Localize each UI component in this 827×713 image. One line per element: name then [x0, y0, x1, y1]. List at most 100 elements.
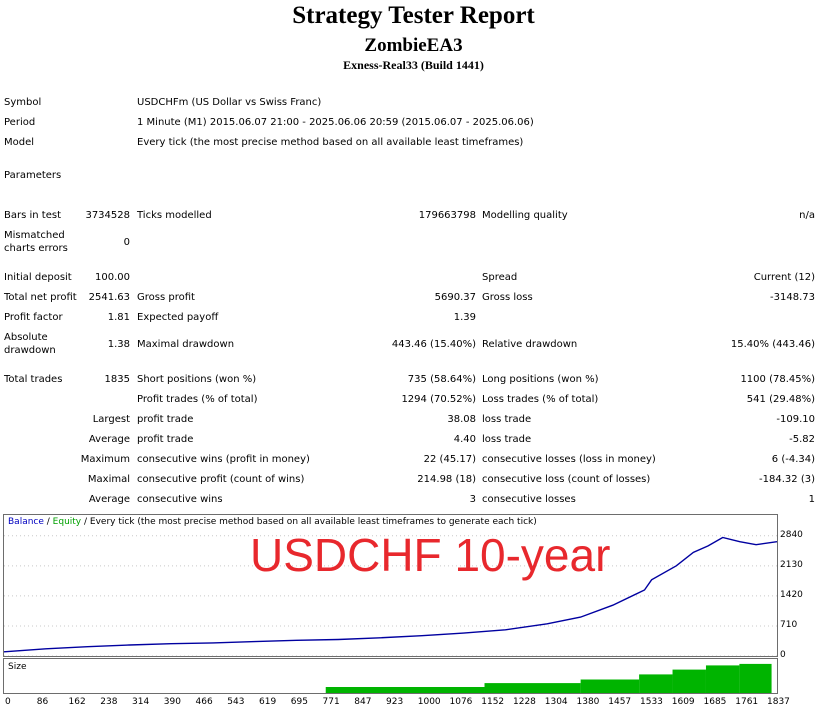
long-label: Long positions (won %): [482, 374, 599, 385]
size-chart: [3, 658, 778, 694]
mismatch-value: 0: [123, 237, 130, 248]
maximum-label: Maximum: [80, 454, 130, 465]
y-tick-label: 710: [780, 619, 798, 630]
size-label: Size: [8, 662, 27, 672]
x-tick-label: 0: [5, 697, 11, 707]
x-tick-label: 1609: [671, 697, 695, 707]
quality-value: n/a: [799, 210, 815, 221]
build-info: Exness-Real33 (Build 1441): [343, 58, 484, 72]
netprofit-label: Total net profit: [4, 292, 77, 303]
model-label: Model: [4, 137, 35, 148]
x-tick-label: 1304: [544, 697, 568, 707]
largest-label: Largest: [92, 414, 130, 425]
mcl-value: 6 (-4.34): [771, 454, 815, 465]
long-value: 1100 (78.45%): [740, 374, 815, 385]
acw-label: consecutive wins: [137, 494, 223, 505]
mcloss-value: -184.32 (3): [759, 474, 815, 485]
deposit-label: Initial deposit: [4, 272, 72, 283]
average2-label: Average: [88, 494, 130, 505]
mcp-label: consecutive profit (count of wins): [137, 474, 305, 485]
x-tick-label: 1837: [767, 697, 790, 707]
period-value: 1 Minute (M1) 2015.06.07 21:00 - 2025.06…: [137, 117, 534, 128]
x-tick-label: 1000: [417, 697, 441, 707]
payoff-value: 1.39: [453, 312, 476, 323]
size-bar: [639, 674, 673, 693]
ticks-label: Ticks modelled: [137, 210, 212, 221]
ticks-value: 179663798: [418, 210, 476, 221]
x-tick-label: 162: [68, 697, 86, 707]
x-tick-label: 1533: [640, 697, 663, 707]
ll-value: -109.10: [776, 414, 815, 425]
y-tick-label: 2840: [780, 529, 803, 540]
spread-value: Current (12): [753, 272, 815, 283]
trades-label: Total trades: [4, 374, 63, 385]
al-value: -5.82: [789, 434, 815, 445]
x-tick-label: 1685: [703, 697, 727, 707]
maximal-label: Maximal: [87, 474, 130, 485]
x-tick-label: 466: [195, 697, 213, 707]
chart-legend: Balance / Equity / Every tick (the most …: [8, 517, 537, 527]
short-value: 735 (58.64%): [407, 374, 476, 385]
ptrades-value: 1294 (70.52%): [401, 394, 476, 405]
x-tick-label: 619: [259, 697, 277, 707]
legend-sep: /: [43, 517, 53, 527]
legend-equity: Equity: [52, 517, 82, 527]
x-tick-label: 771: [322, 697, 340, 707]
mcl-label: consecutive losses (loss in money): [482, 454, 656, 465]
legend-rest: / Every tick (the most precise method ba…: [81, 517, 537, 527]
x-tick-label: 695: [290, 697, 308, 707]
grossloss-label: Gross loss: [482, 292, 533, 303]
mcp-value: 214.98 (18): [417, 474, 476, 485]
size-chart-svg: [325, 663, 772, 693]
trades-value: 1835: [104, 374, 130, 385]
x-tick-label: 314: [132, 697, 150, 707]
absdd-label-1: Absolute: [4, 332, 48, 343]
netprofit-value: 2541.63: [88, 292, 130, 303]
parameters-label: Parameters: [4, 170, 62, 181]
x-tick-label: 1152: [481, 697, 505, 707]
report-title: Strategy Tester Report: [292, 2, 535, 29]
pf-value: 1.81: [107, 312, 130, 323]
maxdd-value: 443.46 (15.40%): [391, 339, 476, 350]
deposit-value: 100.00: [95, 272, 130, 283]
mismatch-label-2: charts errors: [4, 243, 68, 254]
x-tick-label: 86: [36, 697, 49, 707]
absdd-label-2: drawdown: [4, 345, 56, 356]
spread-label: Spread: [482, 272, 518, 283]
short-label: Short positions (won %): [137, 374, 257, 385]
y-tick-label: 1420: [780, 589, 803, 600]
lp-value: 38.08: [447, 414, 476, 425]
y-tick-label: 2130: [780, 559, 803, 570]
size-bar: [580, 679, 640, 693]
ltrades-label: Loss trades (% of total): [482, 394, 599, 405]
x-tick-label: 1457: [608, 697, 632, 707]
payoff-label: Expected payoff: [137, 312, 219, 323]
acl-value: 1: [808, 494, 815, 505]
acw-value: 3: [469, 494, 476, 505]
bars-value: 3734528: [85, 210, 130, 221]
balance-chart: [3, 514, 778, 657]
grossprofit-label: Gross profit: [137, 292, 195, 303]
mcw-value: 22 (45.17): [423, 454, 476, 465]
x-tick-label: 1076: [449, 697, 473, 707]
mcw-label: consecutive wins (profit in money): [137, 454, 310, 465]
x-tick-label: 238: [100, 697, 118, 707]
ltrades-value: 541 (29.48%): [746, 394, 815, 405]
balance-line: [3, 536, 778, 653]
al-label: loss trade: [482, 434, 532, 445]
mcloss-label: consecutive loss (count of losses): [482, 474, 651, 485]
y-tick-label: 0: [780, 650, 786, 660]
legend-balance: Balance: [8, 517, 44, 527]
acl-label: consecutive losses: [482, 494, 576, 505]
period-label: Period: [4, 117, 36, 128]
ap-value: 4.40: [453, 434, 476, 445]
ptrades-label: Profit trades (% of total): [137, 394, 258, 405]
maxdd-label: Maximal drawdown: [137, 339, 235, 350]
reldd-value: 15.40% (443.46): [730, 339, 815, 350]
x-tick-label: 923: [386, 697, 404, 707]
size-bar: [672, 669, 706, 693]
size-bar: [739, 663, 772, 693]
average-label: Average: [88, 434, 130, 445]
size-bar: [484, 683, 581, 693]
quality-label: Modelling quality: [482, 210, 568, 221]
